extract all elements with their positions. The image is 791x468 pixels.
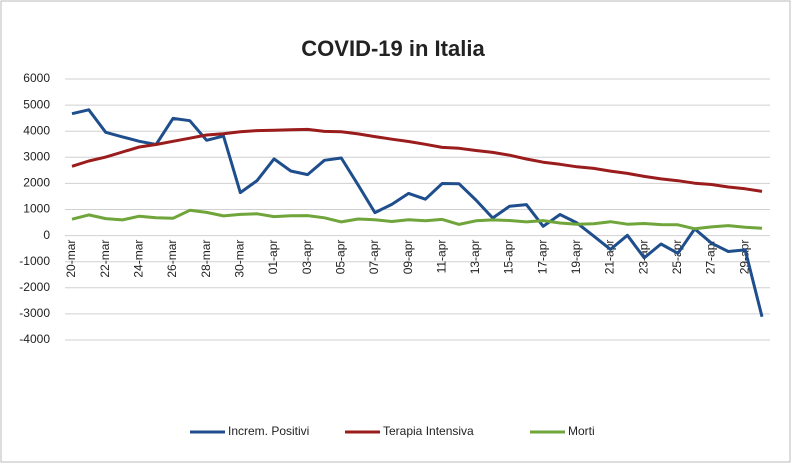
x-tick-label: 25-apr — [670, 240, 684, 275]
y-tick-label: 5000 — [23, 97, 50, 111]
legend-label: Morti — [568, 424, 595, 438]
x-tick-label: 19-apr — [569, 240, 583, 275]
y-tick-label: 0 — [43, 228, 50, 242]
x-tick-label: 17-apr — [535, 240, 549, 275]
series-line — [71, 208, 763, 231]
x-tick-label: 27-apr — [704, 240, 718, 275]
y-tick-label: 3000 — [23, 149, 50, 163]
x-tick-label: 05-apr — [333, 240, 347, 275]
y-tick-label: -1000 — [19, 254, 50, 268]
x-tick-label: 24-mar — [131, 240, 145, 278]
x-tick-label: 01-apr — [266, 240, 280, 275]
y-tick-label: 1000 — [23, 202, 50, 216]
x-tick-label: 15-apr — [502, 240, 516, 275]
x-tick-label: 11-apr — [434, 240, 448, 274]
x-tick-label: 30-mar — [232, 240, 246, 278]
x-tick-label: 09-apr — [401, 240, 415, 275]
legend-label: Increm. Positivi — [228, 424, 309, 438]
x-tick-label: 07-apr — [367, 240, 381, 275]
x-tick-label: 13-apr — [468, 240, 482, 275]
series-line — [71, 127, 763, 193]
x-tick-label: 22-mar — [98, 240, 112, 278]
legend-label: Terapia Intensiva — [383, 424, 474, 438]
chart-title: COVID-19 in Italia — [301, 36, 485, 61]
y-tick-label: -4000 — [19, 332, 50, 346]
y-tick-label: 4000 — [23, 123, 50, 137]
series-line — [71, 108, 764, 318]
y-tick-label: -3000 — [19, 306, 50, 320]
x-tick-label: 03-apr — [300, 240, 314, 275]
y-tick-label: 2000 — [23, 176, 50, 190]
y-tick-label: -2000 — [19, 280, 50, 294]
x-tick-label: 20-mar — [64, 240, 78, 278]
x-tick-label: 28-mar — [199, 240, 213, 278]
y-tick-label: 6000 — [23, 71, 50, 85]
x-tick-label: 26-mar — [165, 240, 179, 278]
